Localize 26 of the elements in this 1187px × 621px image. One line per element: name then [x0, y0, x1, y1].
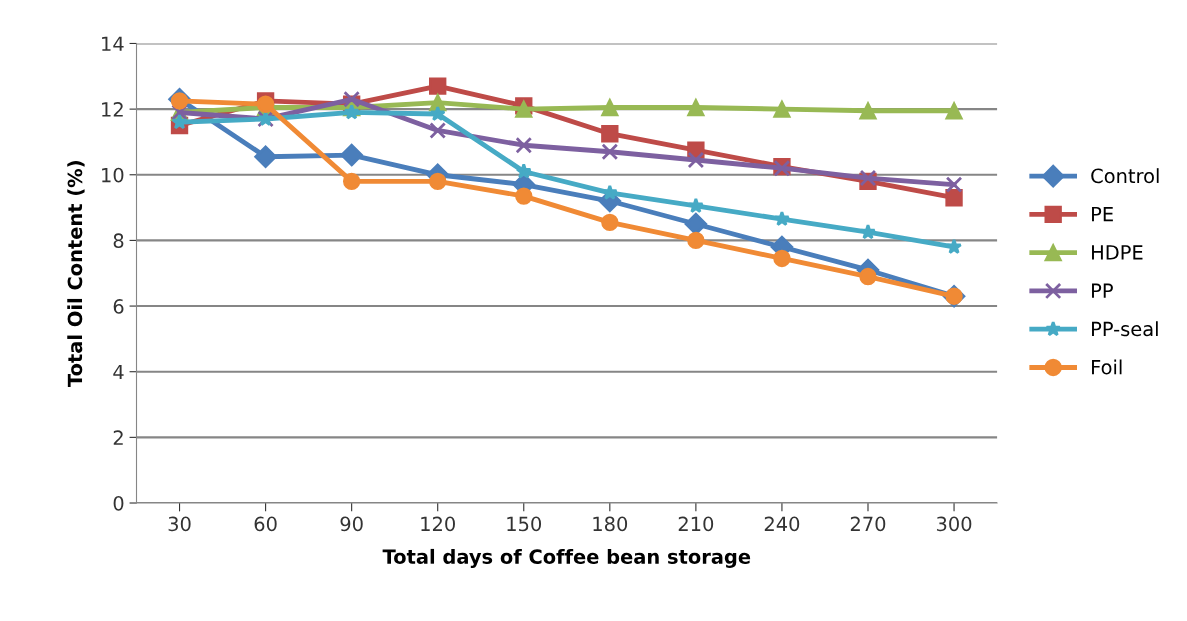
y-tick-label: 14: [102, 36, 124, 51]
y-tick-label: 6: [113, 299, 124, 314]
legend-label: PE: [1092, 207, 1113, 222]
x-tick-label: 210: [678, 516, 714, 532]
x-tick-label: 270: [850, 516, 886, 532]
y-tick-label: 8: [113, 233, 124, 249]
x-axis-title: Total days of Coffee bean storage: [382, 548, 751, 568]
y-tick-label: 0: [113, 495, 124, 511]
y-tick-label: 4: [113, 364, 124, 380]
x-tick-label: 150: [507, 516, 542, 532]
x-tick-label: 240: [764, 516, 800, 532]
x-tick-label: 30: [168, 516, 191, 532]
y-tick-label: 12: [102, 102, 123, 117]
legend-label: Control: [1091, 168, 1159, 184]
x-tick-label: 120: [421, 516, 455, 532]
x-tick-label: 60: [254, 516, 277, 532]
x-tick-label: 300: [936, 516, 972, 532]
y-tick-label: 10: [102, 167, 124, 183]
legend-label: HDPE: [1092, 245, 1143, 260]
legend-label: PP-seal: [1092, 321, 1158, 337]
x-tick-label: 180: [593, 516, 628, 532]
y-axis-title: Total Oil Content (%): [67, 161, 85, 387]
x-tick-label: 90: [340, 516, 363, 532]
legend-label: Foil: [1092, 359, 1122, 375]
y-tick-label: 2: [113, 430, 123, 445]
legend-label: PP: [1092, 283, 1113, 298]
